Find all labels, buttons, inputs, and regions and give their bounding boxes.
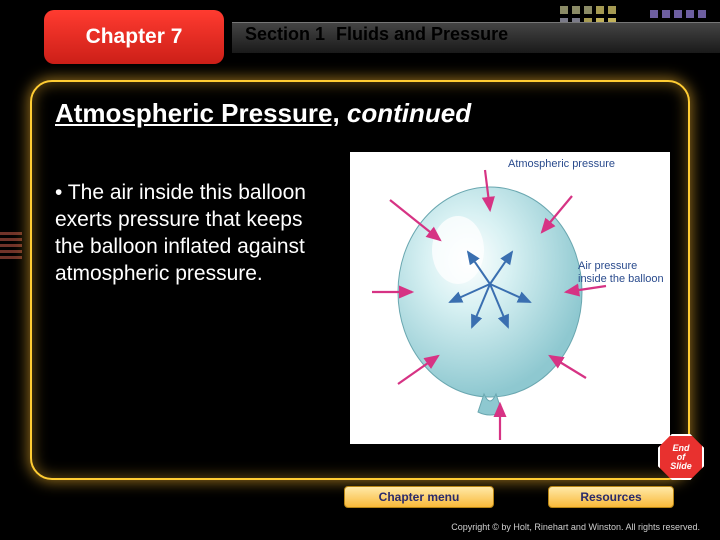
- resources-label: Resources: [580, 490, 641, 504]
- balloon-svg: [350, 152, 670, 444]
- figure-label-inside: Air pressure inside the balloon: [578, 260, 664, 285]
- end-of-slide-icon: End of Slide: [658, 434, 704, 480]
- chapter-menu-label: Chapter menu: [379, 490, 460, 504]
- figure-label-atmospheric: Atmospheric pressure: [508, 158, 615, 170]
- copyright-text: Copyright © by Holt, Rinehart and Winsto…: [451, 522, 700, 532]
- slide-heading: Atmospheric Pressure, continued: [55, 98, 471, 129]
- balloon-figure: Atmospheric pressure Air pressure inside…: [350, 152, 670, 444]
- heading-underlined: Atmospheric Pressure,: [55, 98, 340, 128]
- section-name: Fluids and Pressure: [336, 24, 508, 44]
- chapter-menu-button[interactable]: Chapter menu: [344, 486, 494, 508]
- heading-italic: continued: [347, 98, 471, 128]
- section-title: Section 1 Fluids and Pressure: [245, 24, 508, 45]
- chapter-label: Chapter 7: [86, 25, 183, 49]
- decorative-left-bars: [0, 232, 22, 302]
- body-bullet-text: • The air inside this balloon exerts pre…: [55, 180, 320, 288]
- chapter-badge: Chapter 7: [44, 10, 224, 64]
- resources-button[interactable]: Resources: [548, 486, 674, 508]
- section-lead: Section 1: [245, 24, 325, 44]
